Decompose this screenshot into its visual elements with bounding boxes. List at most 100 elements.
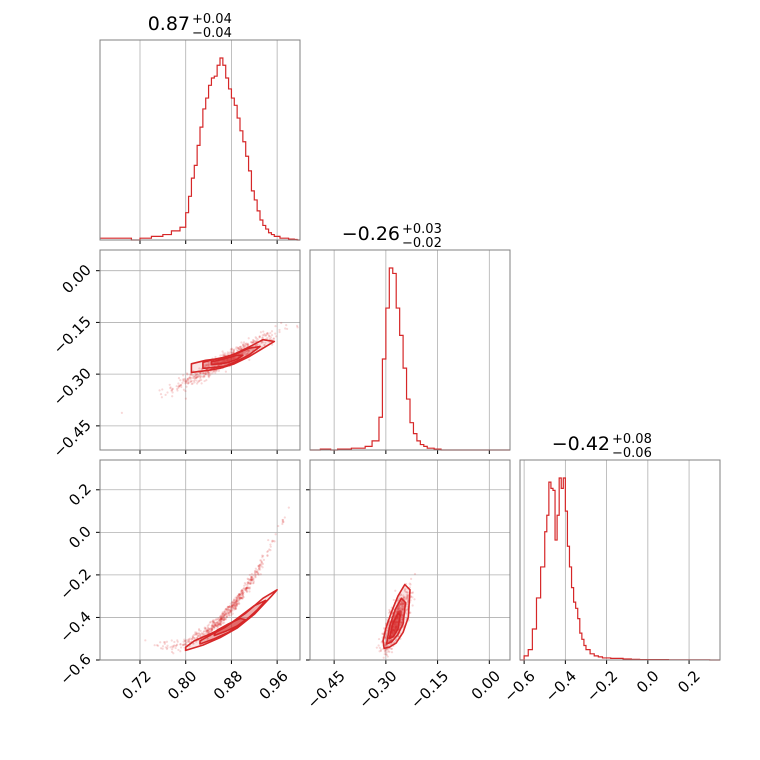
sample-point (235, 602, 239, 605)
x-tick-label: −0.30 (355, 667, 400, 712)
sample-point (254, 576, 257, 579)
sample-point (263, 344, 266, 347)
sample-point (214, 623, 217, 626)
y-tick-label: 0.2 (65, 480, 95, 510)
sample-point (246, 583, 249, 587)
sample-point (402, 604, 405, 607)
sample-point (204, 627, 207, 631)
sample-point (161, 645, 165, 648)
sample-point (184, 639, 187, 643)
sample-point (214, 624, 217, 627)
sample-point (209, 627, 212, 630)
sample-point (405, 601, 408, 605)
sample-point (180, 383, 183, 386)
sample-point (159, 647, 163, 650)
sample-point (216, 627, 219, 630)
sample-point (204, 372, 207, 376)
sample-point (208, 629, 211, 632)
sample-point (246, 343, 249, 346)
sample-point (235, 346, 238, 349)
sample-point (295, 324, 299, 328)
sample-point (202, 374, 206, 377)
sample-point (247, 587, 250, 590)
sample-point (223, 613, 227, 616)
sample-point (227, 608, 230, 611)
sample-point (229, 606, 232, 609)
sample-point (268, 334, 271, 338)
sample-point (260, 341, 263, 344)
sample-point (235, 596, 239, 599)
sample-point (286, 327, 289, 331)
sample-point (402, 596, 405, 599)
sample-point (186, 378, 189, 381)
sample-point (240, 341, 243, 344)
sample-point (398, 609, 402, 612)
sample-point (213, 623, 216, 626)
sample-point (144, 639, 147, 642)
sample-point (399, 607, 402, 610)
sample-point (245, 587, 248, 590)
sample-point (224, 607, 228, 611)
sample-point (242, 593, 245, 596)
sample-point (411, 604, 414, 607)
sample-point (237, 596, 241, 600)
sample-point (252, 341, 255, 344)
sample-point (166, 391, 169, 394)
sample-point (259, 568, 262, 571)
sample-point (266, 336, 269, 340)
sample-point (171, 391, 174, 394)
sample-point (226, 605, 229, 608)
sample-point (268, 337, 271, 341)
sample-point (237, 597, 240, 600)
sample-point (192, 642, 195, 645)
y-tick-label: −0.30 (50, 364, 95, 409)
sample-point (405, 591, 409, 594)
sample-point (236, 594, 240, 597)
sample-point (210, 372, 213, 375)
sample-point (238, 598, 242, 601)
sample-point (217, 369, 220, 373)
sample-point (409, 611, 412, 614)
sample-point (234, 607, 238, 611)
sample-point (399, 593, 403, 596)
sample-point (260, 560, 263, 564)
sample-point (227, 612, 230, 615)
title-upper-error: +0.03 (402, 222, 442, 237)
y-tick-label: −0.4 (56, 608, 94, 646)
sample-point (278, 330, 281, 334)
sample-point (255, 344, 259, 347)
sample-point (385, 653, 388, 656)
sample-point (397, 608, 400, 611)
sample-point (165, 640, 169, 643)
sample-point (287, 506, 290, 509)
sample-point (261, 337, 264, 340)
sample-point (207, 372, 211, 375)
sample-point (219, 623, 222, 626)
sample-point (386, 655, 389, 658)
title-upper-error: +0.04 (192, 12, 232, 27)
sample-point (194, 372, 198, 375)
x-tick-label: 0.72 (118, 667, 154, 703)
sample-point (257, 573, 260, 576)
sample-point (170, 389, 173, 392)
sample-point (182, 640, 185, 643)
sample-point (209, 627, 212, 631)
title-lower-error: −0.04 (192, 26, 232, 41)
sample-point (384, 653, 387, 656)
sample-point (409, 583, 412, 586)
sample-point (211, 625, 214, 628)
sample-point (396, 606, 400, 609)
sample-point (189, 380, 192, 383)
sample-point (218, 618, 221, 622)
sample-point (223, 614, 226, 617)
sample-point (213, 624, 216, 628)
sample-point (207, 363, 210, 366)
sample-point (220, 620, 223, 623)
sample-point (222, 614, 225, 617)
sample-point (202, 376, 205, 379)
sample-point (212, 625, 215, 628)
sample-point (206, 637, 210, 640)
sample-point (402, 596, 405, 599)
panel-x0-vs-x2: 0.72 0.80 0.88 0.96 0.2 0.0 −0.2 −0.4 −0.6 (56, 460, 300, 703)
sample-point (259, 565, 262, 569)
